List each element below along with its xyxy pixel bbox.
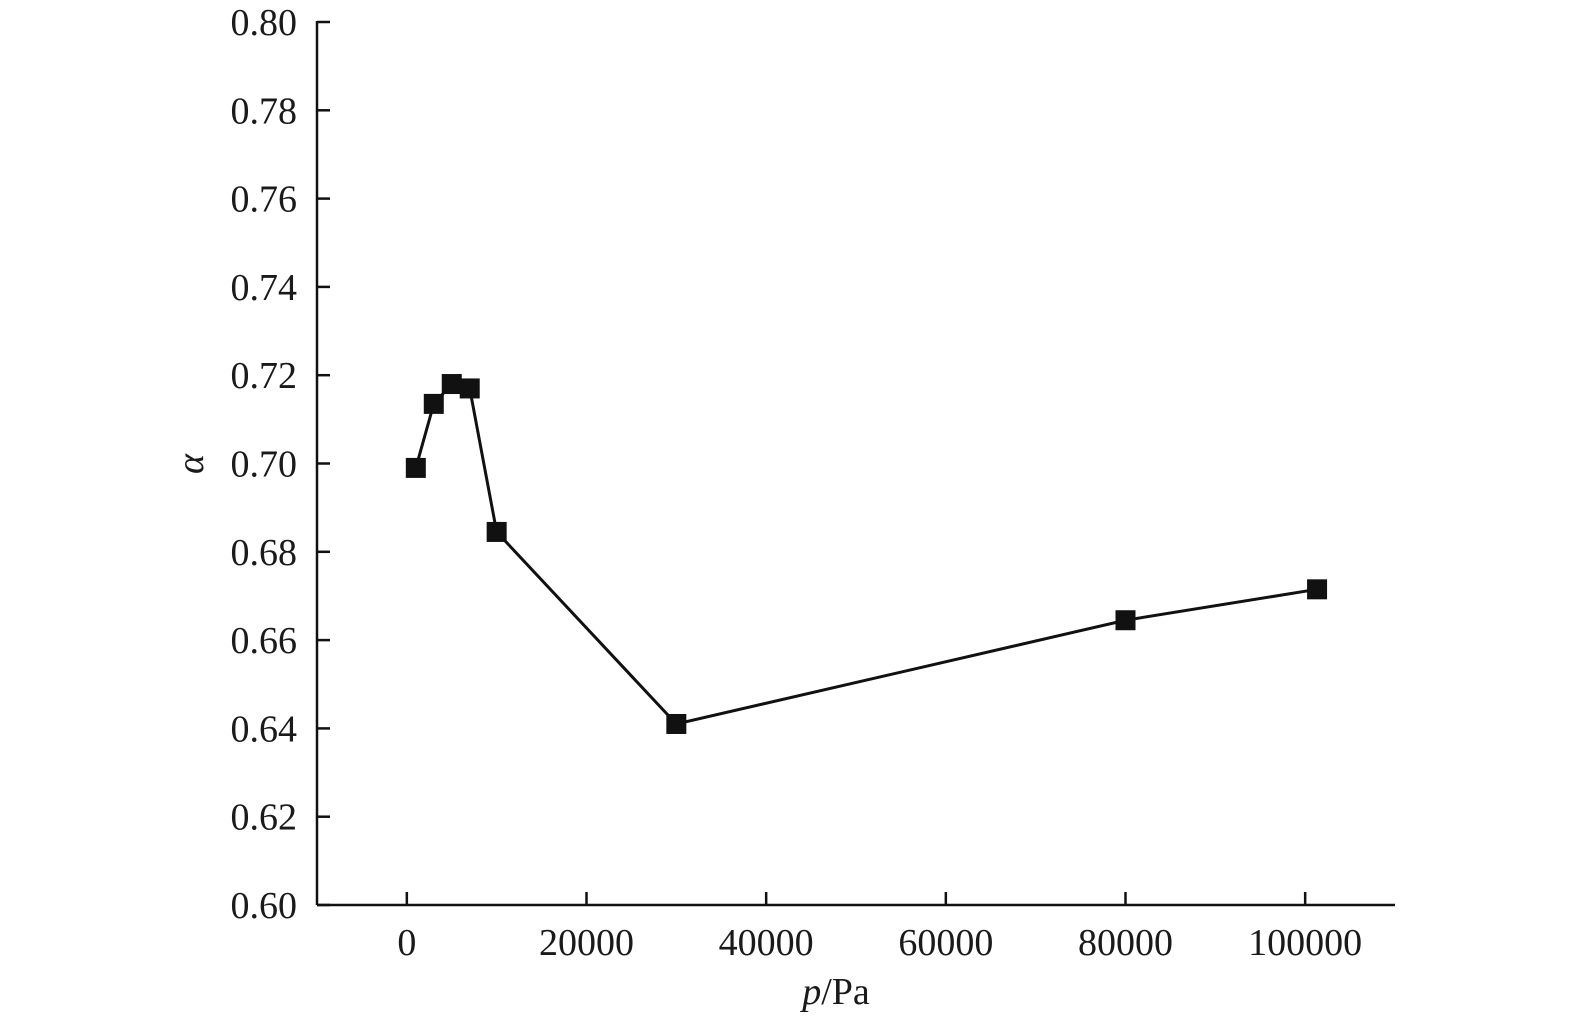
y-tick-label: 0.60 <box>231 885 298 927</box>
ticks: 0.60 0.62 0.64 0.66 0.68 0.70 0.72 0.74 0.76 0.78… <box>231 2 1363 964</box>
data-point-marker <box>666 713 687 734</box>
x-axis-title-unit: /Pa <box>821 971 870 1013</box>
y-tick-label: 0.68 <box>231 532 298 574</box>
data-series <box>405 374 1328 734</box>
data-point-marker <box>423 393 444 414</box>
y-tick-label: 0.66 <box>231 620 298 662</box>
y-tick-label: 0.78 <box>231 90 298 132</box>
y-tick-label: 0.62 <box>231 797 298 839</box>
x-axis-title-variable: p <box>799 971 821 1013</box>
y-tick-label: 0.74 <box>231 267 298 309</box>
axes <box>315 21 1395 907</box>
y-tick-label: 0.64 <box>231 708 298 750</box>
y-tick-label: 0.80 <box>231 2 298 44</box>
x-tick-label: 80000 <box>1078 922 1173 964</box>
data-point-marker <box>459 378 480 399</box>
data-point-marker <box>1115 610 1136 631</box>
x-tick-label: 60000 <box>898 922 993 964</box>
y-tick-label: 0.76 <box>231 179 298 221</box>
series-line <box>414 382 1318 726</box>
x-tick-label: 100000 <box>1248 922 1362 964</box>
x-tick-label: 0 <box>397 922 416 964</box>
data-point-marker <box>486 521 507 542</box>
x-tick-label: 20000 <box>539 922 634 964</box>
data-point-marker <box>441 374 462 395</box>
y-axis-title: α <box>170 453 212 474</box>
y-tick-label: 0.70 <box>231 444 298 486</box>
data-point-marker <box>1307 579 1328 600</box>
x-axis-title: p/Pa <box>799 971 870 1013</box>
x-tick-label: 40000 <box>719 922 814 964</box>
data-point-marker <box>405 457 426 478</box>
y-tick-label: 0.72 <box>231 355 298 397</box>
